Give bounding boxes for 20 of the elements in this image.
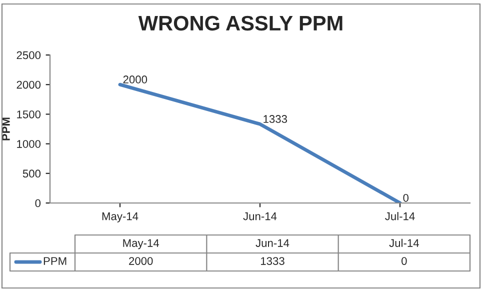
- y-tick-label: 500: [22, 170, 41, 178]
- x-tick-label: Jun-14: [243, 212, 277, 220]
- category-label: Jun-14: [256, 239, 290, 247]
- data-label: 1333: [260, 257, 284, 265]
- y-tick-label: 2500: [16, 51, 41, 60]
- text: 1333: [264, 115, 288, 123]
- y-tick-label: 1500: [17, 110, 41, 118]
- y-tick-label: 1000: [17, 140, 41, 148]
- x-tick-label: Jul-14: [385, 212, 415, 220]
- category-label: Jul-14: [389, 238, 419, 247]
- text: 0: [403, 194, 409, 202]
- x-tick-label: May-14: [102, 212, 138, 222]
- legend-label: PPM: [44, 257, 66, 265]
- category-label: May-14: [123, 239, 160, 250]
- data-label: 0: [402, 257, 407, 265]
- data-label: 2000: [129, 257, 153, 265]
- y-tick-label: 0: [35, 199, 41, 208]
- text: 2000: [123, 76, 148, 84]
- chart-title: WRONG ASSLY PPM: [138, 16, 342, 31]
- y-tick-label: 2000: [16, 80, 41, 89]
